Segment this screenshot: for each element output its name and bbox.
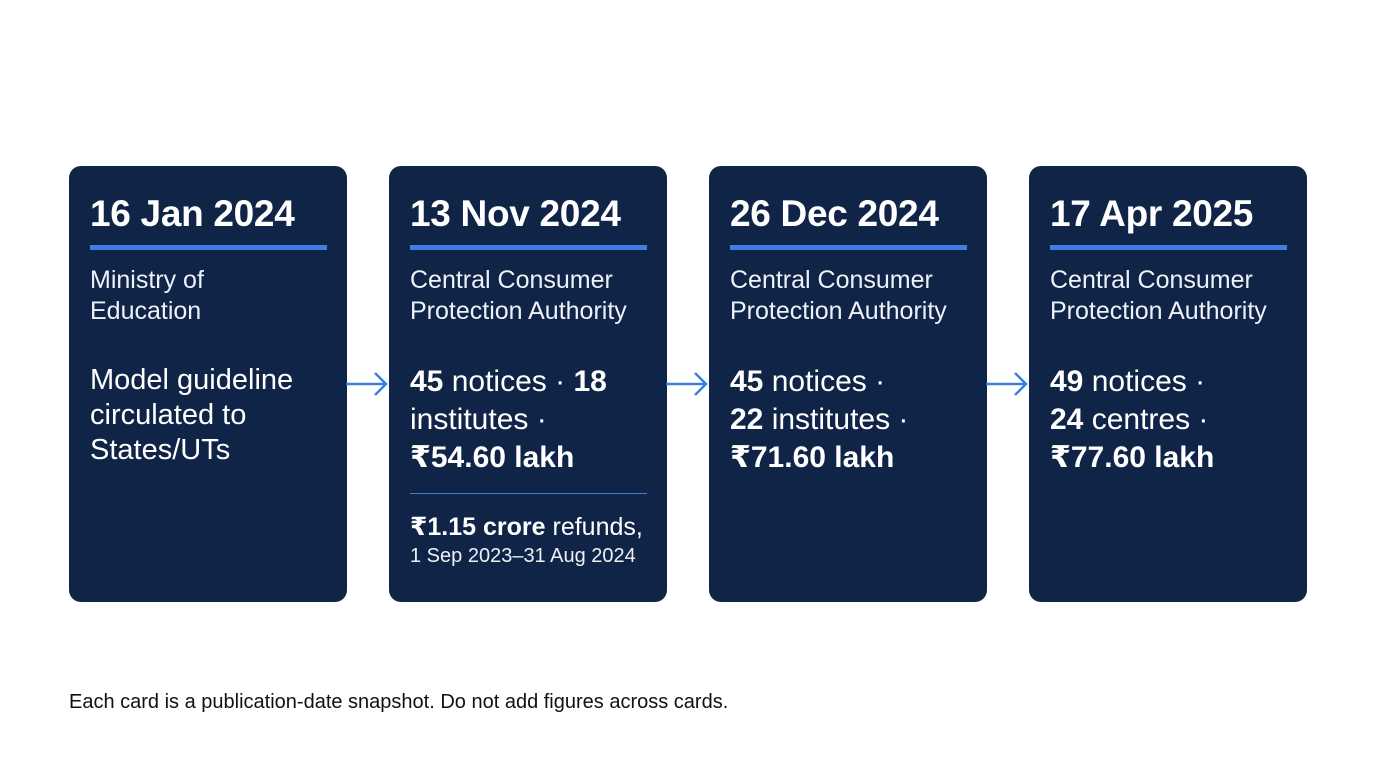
- institutes-count: 22: [730, 403, 764, 436]
- card-divider: [1050, 245, 1287, 250]
- card-description: Model guideline circulated to States/UTs: [90, 364, 294, 466]
- refund-period: 1 Sep 2023–31 Aug 2024: [410, 545, 636, 567]
- notices-count: 49: [1050, 365, 1084, 398]
- centres-label: centres ·: [1083, 403, 1209, 436]
- institutes-count: 18: [573, 365, 607, 398]
- timeline-card-4: 17 Apr 2025 Central Consumer Protection …: [1029, 166, 1307, 602]
- institutes-label: institutes ·: [410, 403, 547, 436]
- card-date: 26 Dec 2024: [730, 193, 939, 234]
- institutes-label: institutes ·: [763, 403, 909, 436]
- notices-count: 45: [410, 365, 444, 398]
- penalty-amount: ₹54.60 lakh: [410, 441, 575, 474]
- card-organisation: Central Consumer Protection Authority: [410, 266, 627, 325]
- refund-note: ₹1.15 crore refunds, 1 Sep 2023–31 Aug 2…: [410, 512, 655, 570]
- card-thin-divider: [410, 493, 647, 494]
- card-figures: 45 notices · 18 institutes · ₹54.60 lakh: [410, 363, 650, 477]
- card-divider: [90, 245, 327, 250]
- timeline-card-2: 13 Nov 2024 Central Consumer Protection …: [389, 166, 667, 602]
- centres-count: 24: [1050, 403, 1084, 436]
- card-date: 13 Nov 2024: [410, 193, 621, 234]
- card-figures: 45 notices · 22 institutes · ₹71.60 lakh: [730, 363, 970, 477]
- arrow-right-icon: [666, 372, 708, 396]
- notices-label: notices ·: [1083, 365, 1206, 398]
- card-organisation: Ministry of Education: [90, 266, 204, 325]
- penalty-amount: ₹71.60 lakh: [730, 441, 895, 474]
- timeline-card-1: 16 Jan 2024 Ministry of Education Model …: [69, 166, 347, 602]
- card-organisation: Central Consumer Protection Authority: [730, 266, 947, 325]
- card-figures: 49 notices · 24 centres · ₹77.60 lakh: [1050, 363, 1290, 477]
- notices-count: 45: [730, 365, 764, 398]
- arrow-right-icon: [346, 372, 388, 396]
- penalty-amount: ₹77.60 lakh: [1050, 441, 1215, 474]
- card-divider: [410, 245, 647, 250]
- refund-amount: ₹1.15 crore: [410, 513, 546, 541]
- footnote-caption: Each card is a publication-date snapshot…: [69, 691, 729, 713]
- card-organisation: Central Consumer Protection Authority: [1050, 266, 1267, 325]
- card-divider: [730, 245, 967, 250]
- timeline-card-3: 26 Dec 2024 Central Consumer Protection …: [709, 166, 987, 602]
- notices-label: notices ·: [443, 365, 574, 398]
- refund-label: refunds,: [545, 513, 643, 541]
- card-date: 16 Jan 2024: [90, 193, 295, 234]
- card-date: 17 Apr 2025: [1050, 193, 1254, 234]
- arrow-right-icon: [986, 372, 1028, 396]
- notices-label: notices ·: [763, 365, 886, 398]
